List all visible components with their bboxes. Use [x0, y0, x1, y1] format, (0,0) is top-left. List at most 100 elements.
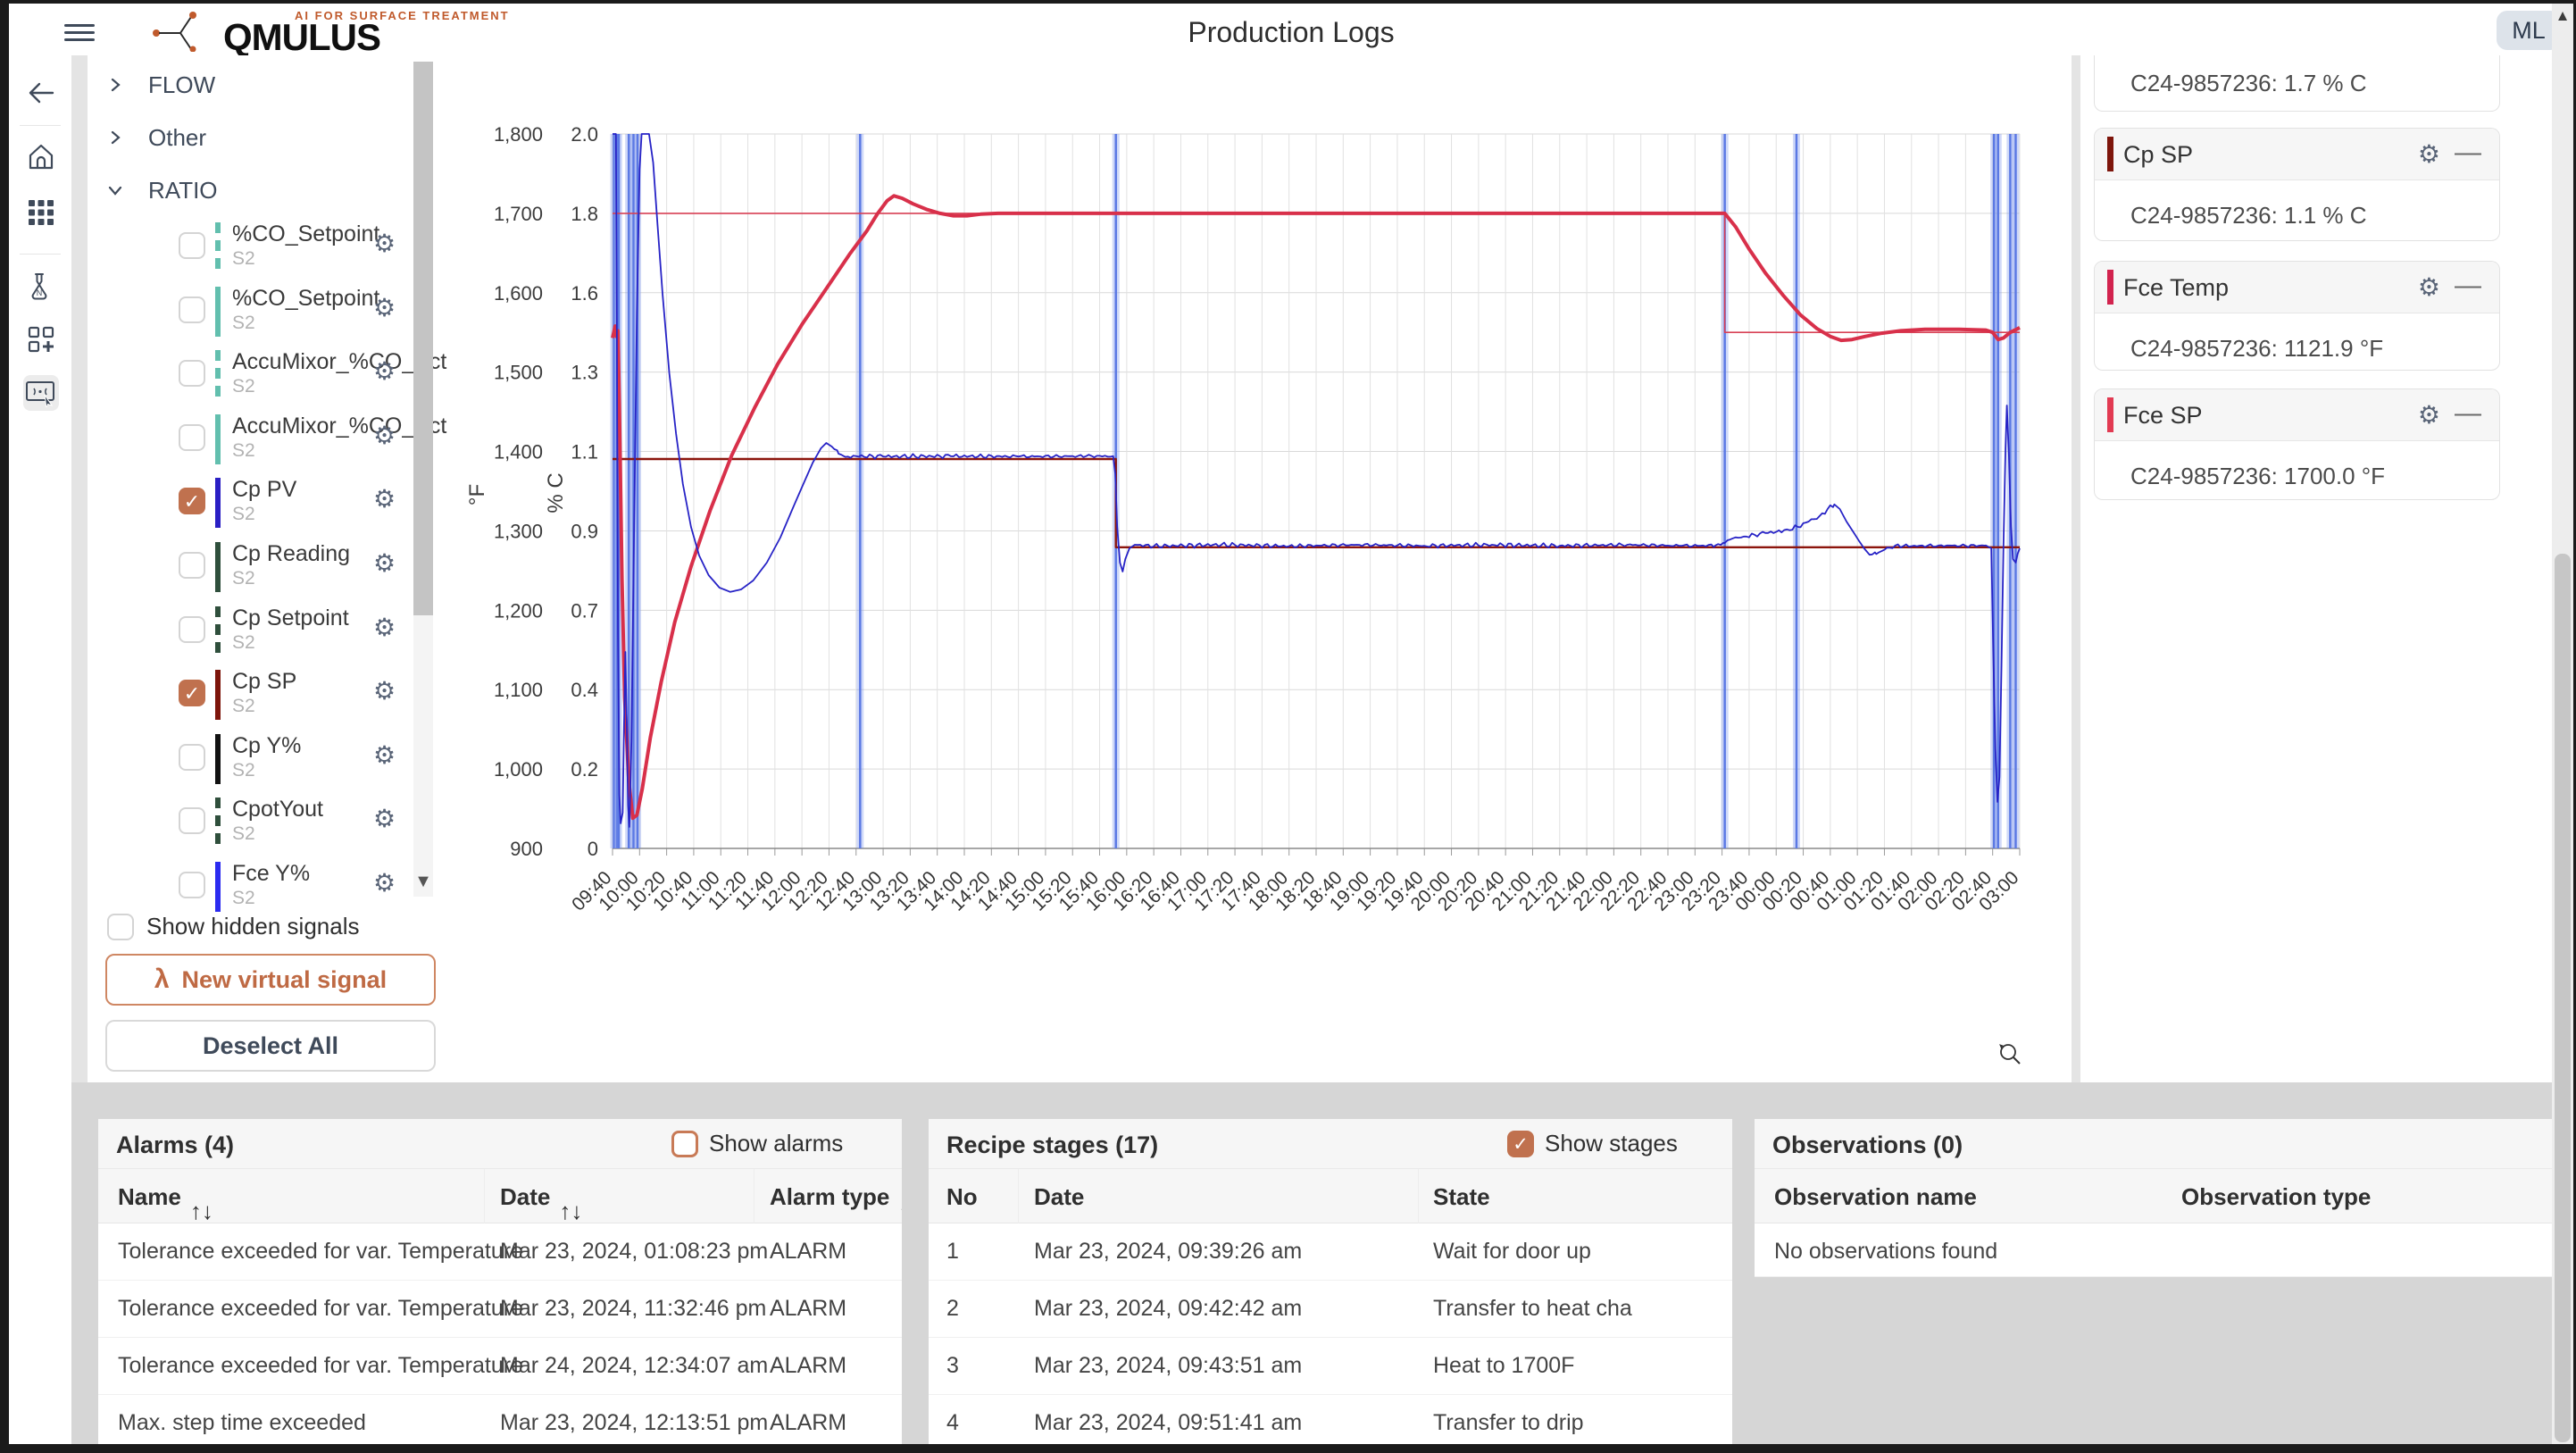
- signal-checkbox[interactable]: ✓: [179, 680, 205, 707]
- signal-checkbox[interactable]: [179, 807, 205, 835]
- sort-icon[interactable]: ↑↓: [898, 1198, 902, 1225]
- signal-checkbox[interactable]: [179, 552, 205, 579]
- column-header[interactable]: Alarm type↑↓: [770, 1183, 902, 1224]
- gear-icon[interactable]: ⚙: [373, 485, 396, 514]
- remote-control-icon[interactable]: [23, 375, 59, 411]
- gear-icon[interactable]: ⚙: [373, 740, 396, 769]
- table-cell: ALARM: [770, 1410, 847, 1435]
- gear-icon[interactable]: ⚙: [2417, 401, 2440, 429]
- show-hidden-checkbox[interactable]: [107, 913, 134, 940]
- table-row[interactable]: 4 Mar 23, 2024, 09:51:41 am Transfer to dr…: [929, 1395, 1732, 1444]
- gear-icon[interactable]: ⚙: [373, 805, 396, 833]
- signal-subsystem: S2: [232, 439, 255, 461]
- gear-icon[interactable]: ⚙: [373, 613, 396, 641]
- gear-icon[interactable]: ⚙: [373, 677, 396, 706]
- gear-icon[interactable]: ⚙: [2417, 140, 2440, 168]
- back-arrow-icon[interactable]: [23, 75, 59, 111]
- reset-zoom-icon[interactable]: [1996, 1040, 2026, 1070]
- table-row[interactable]: Max. step time exceeded Mar 23, 2024, 12:…: [98, 1395, 902, 1444]
- toggle-label: Show stages: [1545, 1130, 1678, 1157]
- gear-icon[interactable]: ⚙: [373, 869, 396, 897]
- table-row[interactable]: 3 Mar 23, 2024, 09:43:51 am Heat to 1700F: [929, 1338, 1732, 1395]
- signal-item: %CO_Setpoint S2 ⚙: [161, 220, 411, 275]
- signal-item: Cp Reading S2 ⚙: [161, 539, 411, 595]
- signal-name: AccuMixor_%CO_Act: [232, 349, 447, 375]
- table-row[interactable]: Tolerance exceeded for var. Temperature M…: [98, 1338, 902, 1395]
- signal-group-ratio[interactable]: RATIO: [107, 172, 402, 208]
- table-cell: Mar 23, 2024, 12:13:51 pm: [500, 1410, 769, 1435]
- show-stages-toggle[interactable]: ✓ Show stages: [1507, 1130, 1678, 1157]
- column-header[interactable]: Date ↑↓: [500, 1183, 583, 1224]
- signal-checkbox[interactable]: [179, 615, 205, 643]
- table-row[interactable]: Tolerance exceeded for var. Temperature M…: [98, 1223, 902, 1281]
- signal-checkbox[interactable]: [179, 232, 205, 259]
- table-row[interactable]: 2 Mar 23, 2024, 09:42:42 am Transfer to he…: [929, 1281, 1732, 1338]
- table-cell: 3: [946, 1353, 959, 1378]
- sort-icon[interactable]: ↑↓: [559, 1198, 583, 1224]
- series-cp-pv: [613, 133, 2021, 828]
- gear-icon[interactable]: ⚙: [2417, 273, 2440, 301]
- signal-list-scrollbar-thumb[interactable]: [413, 62, 433, 615]
- signal-checkbox[interactable]: [179, 423, 205, 451]
- show-alarms-toggle[interactable]: Show alarms: [671, 1130, 843, 1157]
- column-header: No: [946, 1183, 978, 1210]
- signal-item: AccuMixor_%CO_Act S2 ⚙: [161, 412, 446, 467]
- signal-subsystem: S2: [232, 759, 255, 781]
- timeseries-chart[interactable]: 900 0 1,000 0.2 1,100 0.4 1,200 0.7 1,300 0.9 1,40…: [438, 55, 2080, 1082]
- remove-card-icon[interactable]: —: [2455, 398, 2481, 428]
- table-cell: Mar 23, 2024, 09:42:42 am: [1034, 1296, 1303, 1321]
- page-title: Production Logs: [1188, 16, 1395, 48]
- chart-svg[interactable]: 900 0 1,000 0.2 1,100 0.4 1,200 0.7 1,300 0.9 1,40…: [438, 55, 2080, 1082]
- signal-name: Fce Y%: [232, 861, 311, 886]
- signal-group-flow[interactable]: FLOW: [107, 67, 402, 103]
- signal-name: Cp PV: [232, 477, 297, 503]
- table-row[interactable]: Tolerance exceeded for var. Temperature M…: [98, 1281, 902, 1338]
- user-avatar[interactable]: ML: [2497, 11, 2561, 50]
- table-cell: 2: [946, 1296, 959, 1321]
- page-scrollbar-thumb[interactable]: [2555, 554, 2571, 1442]
- home-icon[interactable]: [23, 139, 59, 175]
- signal-group-other[interactable]: Other: [107, 120, 402, 155]
- signal-checkbox[interactable]: [179, 360, 205, 388]
- gear-icon[interactable]: ⚙: [373, 293, 396, 321]
- signal-subsystem: S2: [232, 312, 255, 333]
- toggle-checkbox[interactable]: [671, 1130, 698, 1157]
- signal-checkbox[interactable]: ✓: [179, 488, 205, 515]
- toggle-checkbox[interactable]: ✓: [1507, 1130, 1534, 1157]
- column-header[interactable]: Name ↑↓: [118, 1183, 213, 1224]
- y-axis-left-tick: 1,600: [494, 282, 543, 305]
- gear-icon[interactable]: ⚙: [373, 549, 396, 577]
- gear-icon[interactable]: ⚙: [373, 357, 396, 386]
- signal-color-swatch: [215, 542, 221, 592]
- sort-icon[interactable]: ↑↓: [189, 1198, 213, 1224]
- table-row[interactable]: 1 Mar 23, 2024, 09:39:26 am Wait for door …: [929, 1223, 1732, 1281]
- signal-group-label: Other: [148, 123, 207, 151]
- y-axis-left-tick: 1,700: [494, 203, 543, 225]
- table-cell: Heat to 1700F: [1433, 1353, 1575, 1378]
- signal-color-swatch: [215, 862, 221, 912]
- y-axis-left-title: °F: [465, 484, 489, 505]
- gear-icon[interactable]: ⚙: [373, 421, 396, 449]
- left-nav-rail: N ?: [9, 55, 71, 1444]
- hamburger-menu-icon[interactable]: [64, 20, 95, 41]
- signal-checkbox[interactable]: [179, 872, 205, 898]
- remove-card-icon[interactable]: —: [2455, 138, 2481, 167]
- show-hidden-signals-toggle[interactable]: Show hidden signals: [107, 913, 360, 940]
- add-widget-icon[interactable]: [23, 321, 59, 357]
- lab-flask-icon[interactable]: N: [23, 268, 59, 304]
- chevron-down-icon: [108, 186, 122, 196]
- gear-icon[interactable]: ⚙: [373, 230, 396, 257]
- signal-checkbox[interactable]: [179, 743, 205, 771]
- signal-checkbox[interactable]: [179, 296, 205, 323]
- deselect-all-button[interactable]: Deselect All: [105, 1020, 436, 1072]
- card-header: Fce SP ⚙ —: [2095, 389, 2499, 441]
- y-axis-right-tick: 1.3: [571, 362, 598, 384]
- apps-grid-icon[interactable]: [23, 195, 59, 230]
- scroll-up-icon[interactable]: ▲: [2555, 7, 2571, 24]
- scroll-down-icon[interactable]: ▼: [414, 872, 432, 891]
- new-virtual-signal-button[interactable]: λ New virtual signal: [105, 954, 436, 1006]
- card-color-swatch: [2107, 137, 2113, 171]
- remove-card-icon[interactable]: —: [2455, 271, 2481, 300]
- signal-item: ✓ Cp PV S2 ⚙: [161, 475, 411, 530]
- table-cell: Mar 23, 2024, 09:51:41 am: [1034, 1410, 1303, 1435]
